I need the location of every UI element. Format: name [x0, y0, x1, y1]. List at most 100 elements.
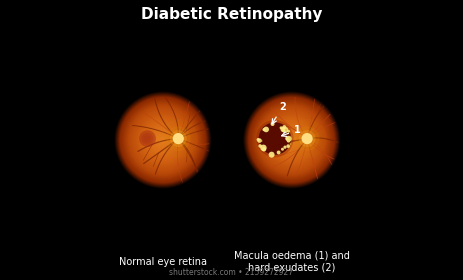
Ellipse shape	[162, 139, 164, 141]
Ellipse shape	[282, 130, 301, 150]
Ellipse shape	[265, 113, 319, 167]
Ellipse shape	[155, 132, 171, 148]
Ellipse shape	[148, 125, 178, 155]
Ellipse shape	[134, 112, 191, 169]
Ellipse shape	[281, 129, 303, 151]
Ellipse shape	[257, 105, 327, 175]
Circle shape	[287, 138, 288, 140]
Ellipse shape	[249, 97, 335, 183]
Ellipse shape	[267, 115, 316, 165]
Ellipse shape	[249, 97, 334, 183]
Ellipse shape	[279, 127, 305, 153]
Ellipse shape	[135, 112, 191, 168]
Ellipse shape	[260, 109, 323, 171]
Text: Diabetic Retinopathy: Diabetic Retinopathy	[141, 7, 322, 22]
Ellipse shape	[120, 97, 206, 183]
Ellipse shape	[141, 118, 185, 162]
Ellipse shape	[146, 123, 180, 157]
Ellipse shape	[145, 122, 181, 158]
Ellipse shape	[129, 106, 197, 174]
Ellipse shape	[119, 95, 207, 185]
Ellipse shape	[119, 96, 206, 184]
Circle shape	[282, 125, 286, 129]
Ellipse shape	[120, 97, 206, 183]
Ellipse shape	[143, 120, 183, 160]
Ellipse shape	[124, 101, 202, 179]
Ellipse shape	[271, 120, 312, 161]
Ellipse shape	[252, 100, 332, 180]
Ellipse shape	[275, 123, 308, 157]
Circle shape	[288, 119, 327, 158]
Ellipse shape	[286, 135, 297, 145]
Ellipse shape	[246, 94, 337, 186]
Ellipse shape	[259, 108, 324, 172]
Ellipse shape	[122, 99, 204, 181]
Ellipse shape	[263, 111, 321, 169]
Text: shutterstock.com • 2159272927: shutterstock.com • 2159272927	[169, 268, 294, 277]
Ellipse shape	[153, 130, 173, 150]
Circle shape	[284, 127, 286, 129]
Ellipse shape	[257, 106, 326, 174]
Text: 1: 1	[282, 125, 300, 136]
Ellipse shape	[114, 91, 212, 189]
Ellipse shape	[156, 133, 170, 147]
Ellipse shape	[264, 113, 319, 167]
Ellipse shape	[123, 100, 203, 180]
Ellipse shape	[254, 102, 330, 178]
Ellipse shape	[142, 120, 183, 161]
Ellipse shape	[141, 118, 184, 162]
Ellipse shape	[289, 137, 294, 143]
Circle shape	[299, 130, 315, 147]
Ellipse shape	[256, 104, 328, 176]
Circle shape	[290, 143, 292, 145]
Circle shape	[280, 126, 282, 129]
Ellipse shape	[282, 131, 301, 149]
Ellipse shape	[284, 132, 300, 148]
Ellipse shape	[115, 92, 210, 188]
Ellipse shape	[158, 135, 168, 145]
Ellipse shape	[116, 94, 209, 186]
Ellipse shape	[283, 131, 300, 149]
Text: Macula oedema (1) and
hard exudates (2): Macula oedema (1) and hard exudates (2)	[234, 251, 350, 273]
Circle shape	[258, 144, 262, 148]
Ellipse shape	[139, 116, 187, 164]
Ellipse shape	[154, 131, 172, 149]
Ellipse shape	[274, 122, 309, 158]
Ellipse shape	[253, 101, 331, 179]
Ellipse shape	[285, 134, 298, 146]
Ellipse shape	[140, 118, 186, 162]
Ellipse shape	[156, 134, 169, 146]
Ellipse shape	[138, 115, 188, 165]
Ellipse shape	[124, 101, 201, 179]
Circle shape	[286, 144, 290, 148]
Ellipse shape	[125, 102, 200, 178]
Circle shape	[257, 138, 260, 141]
Ellipse shape	[278, 127, 305, 153]
Ellipse shape	[276, 124, 307, 156]
Ellipse shape	[151, 129, 174, 151]
Ellipse shape	[278, 126, 306, 154]
Ellipse shape	[138, 115, 188, 165]
Ellipse shape	[132, 110, 193, 170]
Ellipse shape	[150, 127, 175, 153]
Ellipse shape	[258, 106, 325, 174]
Ellipse shape	[118, 95, 208, 185]
Ellipse shape	[114, 92, 212, 188]
Ellipse shape	[142, 119, 184, 161]
Circle shape	[282, 127, 287, 131]
Circle shape	[285, 129, 287, 131]
Ellipse shape	[275, 124, 308, 156]
Ellipse shape	[290, 139, 293, 141]
Ellipse shape	[269, 118, 314, 162]
Ellipse shape	[149, 126, 177, 154]
Ellipse shape	[130, 107, 196, 173]
Circle shape	[269, 152, 275, 158]
Ellipse shape	[244, 92, 340, 188]
Ellipse shape	[291, 139, 293, 141]
Ellipse shape	[260, 108, 324, 172]
Ellipse shape	[151, 128, 175, 152]
Circle shape	[259, 122, 291, 155]
Circle shape	[263, 128, 265, 131]
Ellipse shape	[152, 129, 174, 151]
Ellipse shape	[131, 109, 194, 171]
